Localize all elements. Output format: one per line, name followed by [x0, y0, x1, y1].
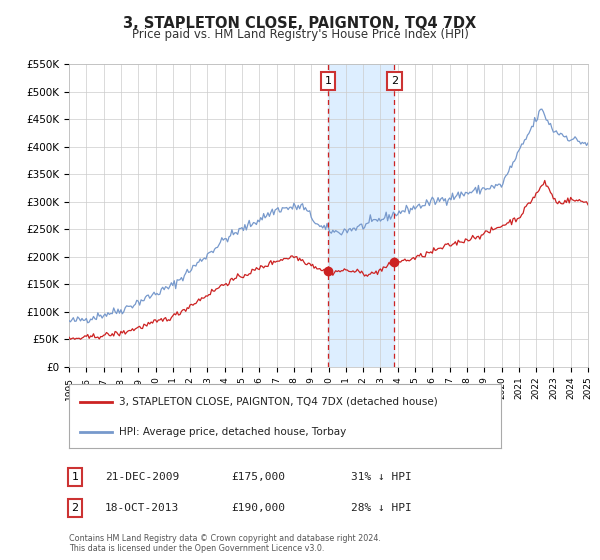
- Text: 2: 2: [71, 503, 79, 513]
- Text: 31% ↓ HPI: 31% ↓ HPI: [351, 472, 412, 482]
- Text: 21-DEC-2009: 21-DEC-2009: [105, 472, 179, 482]
- Text: Price paid vs. HM Land Registry's House Price Index (HPI): Price paid vs. HM Land Registry's House …: [131, 28, 469, 41]
- Bar: [328, 64, 394, 367]
- Text: 1: 1: [71, 472, 79, 482]
- Text: 1: 1: [325, 76, 331, 86]
- Text: 2: 2: [391, 76, 398, 86]
- Text: 3, STAPLETON CLOSE, PAIGNTON, TQ4 7DX: 3, STAPLETON CLOSE, PAIGNTON, TQ4 7DX: [124, 16, 476, 31]
- Text: 28% ↓ HPI: 28% ↓ HPI: [351, 503, 412, 513]
- Text: 18-OCT-2013: 18-OCT-2013: [105, 503, 179, 513]
- Text: 3, STAPLETON CLOSE, PAIGNTON, TQ4 7DX (detached house): 3, STAPLETON CLOSE, PAIGNTON, TQ4 7DX (d…: [119, 396, 437, 407]
- Text: £175,000: £175,000: [231, 472, 285, 482]
- Text: £190,000: £190,000: [231, 503, 285, 513]
- Text: HPI: Average price, detached house, Torbay: HPI: Average price, detached house, Torb…: [119, 427, 346, 437]
- Text: Contains HM Land Registry data © Crown copyright and database right 2024.
This d: Contains HM Land Registry data © Crown c…: [69, 534, 381, 553]
